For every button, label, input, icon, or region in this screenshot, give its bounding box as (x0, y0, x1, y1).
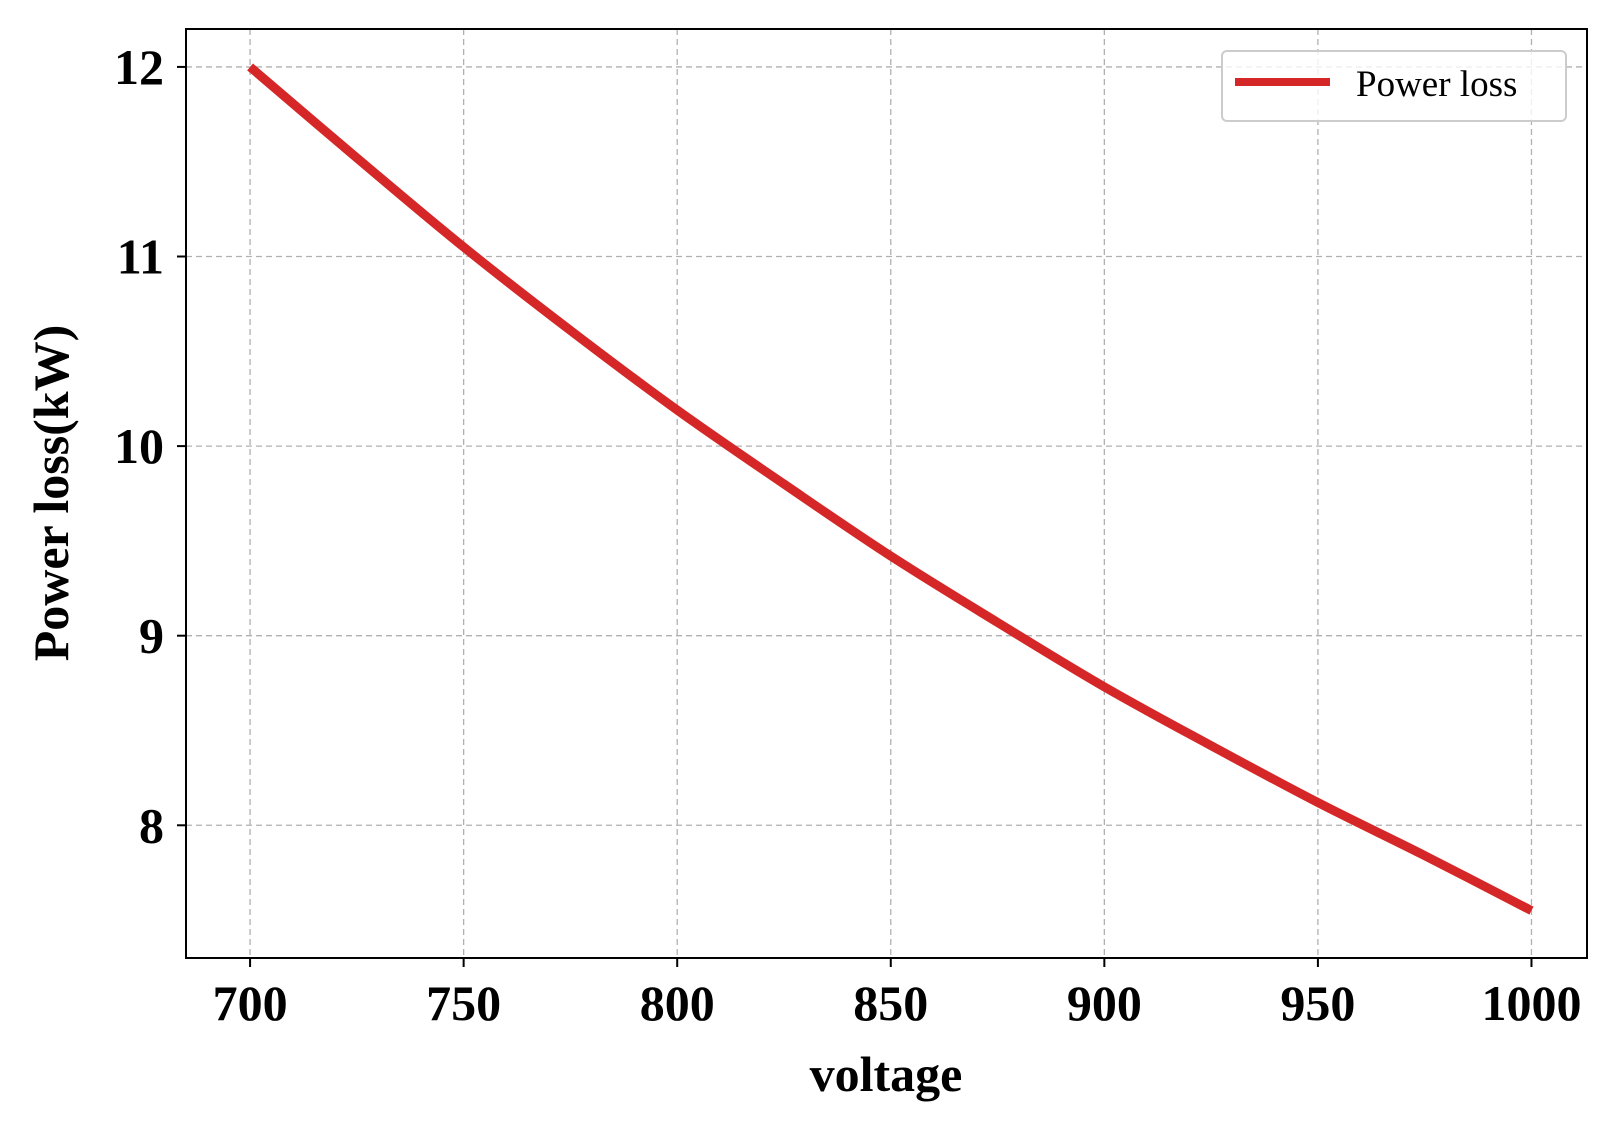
grid-lines (186, 29, 1587, 958)
x-tick-label: 800 (640, 975, 715, 1031)
x-tick-label: 950 (1280, 975, 1355, 1031)
y-tick-label: 12 (114, 39, 164, 95)
legend: Power loss (1221, 50, 1567, 122)
x-tick-label: 1000 (1481, 975, 1581, 1031)
x-tick-label: 850 (853, 975, 928, 1031)
y-axis-title: Power loss(kW) (23, 325, 79, 662)
legend-label: Power loss (1356, 64, 1517, 105)
axis-ticks: 700 750 800 850 900 950 1000 8 9 10 11 12 (114, 39, 1581, 1031)
y-tick-label: 9 (139, 608, 164, 664)
y-tick-label: 11 (117, 229, 164, 285)
y-tick-label: 10 (114, 418, 164, 474)
x-tick-label: 900 (1067, 975, 1142, 1031)
x-axis-title: voltage (810, 1046, 963, 1102)
series-line-power-loss (247, 63, 1534, 915)
plot-frame (185, 28, 1588, 959)
x-tick-label: 700 (213, 975, 288, 1031)
series-lines (247, 63, 1534, 915)
x-tick-label: 750 (426, 975, 501, 1031)
legend-box (1221, 50, 1567, 122)
y-tick-label: 8 (139, 797, 164, 853)
